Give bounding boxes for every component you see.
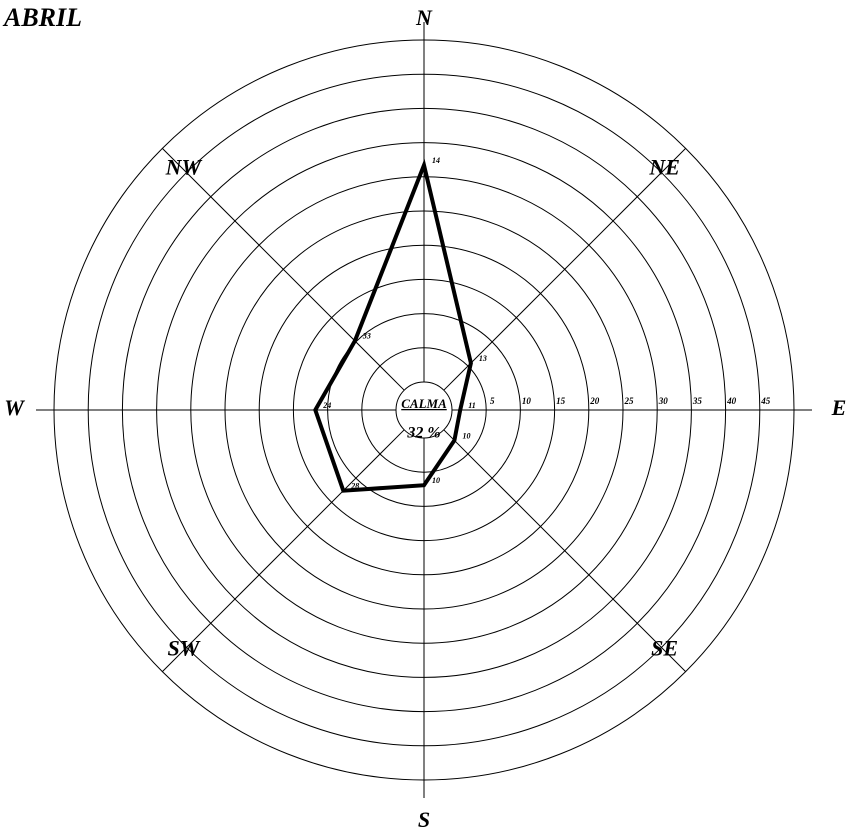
- r-tick-label: 35: [692, 396, 703, 406]
- r-tick-label: 20: [589, 396, 600, 406]
- spoke: [443, 148, 686, 391]
- chart-title: ABRIL: [2, 3, 82, 32]
- point-label: 10: [462, 431, 470, 440]
- point-label: 33: [362, 332, 371, 341]
- r-tick-label: 10: [522, 396, 532, 406]
- calm-label: CALMA: [401, 396, 447, 411]
- spoke: [162, 148, 405, 391]
- point-label: 13: [479, 354, 487, 363]
- point-label: 14: [432, 156, 440, 165]
- calm-value: 32 %: [406, 425, 440, 442]
- point-label: 11: [468, 401, 476, 410]
- r-tick-label: 30: [658, 396, 669, 406]
- point-label: 28: [350, 482, 359, 491]
- direction-label: N: [415, 5, 433, 30]
- direction-label: NW: [165, 154, 203, 179]
- wind-polygon: [313, 158, 473, 493]
- spoke: [443, 429, 686, 672]
- r-tick-label: 25: [624, 396, 635, 406]
- direction-label: NE: [648, 154, 680, 179]
- direction-label: W: [4, 395, 25, 420]
- direction-label: S: [418, 807, 430, 832]
- r-tick-label: 40: [726, 396, 737, 406]
- r-tick-label: 45: [760, 396, 771, 406]
- spoke: [162, 429, 405, 672]
- point-label: 24: [322, 401, 331, 410]
- direction-label: SE: [651, 636, 678, 661]
- direction-label: E: [831, 395, 847, 420]
- point-label: 10: [432, 476, 440, 485]
- direction-label: SW: [167, 636, 200, 661]
- r-tick-label: 5: [490, 396, 495, 406]
- r-tick-label: 15: [556, 396, 566, 406]
